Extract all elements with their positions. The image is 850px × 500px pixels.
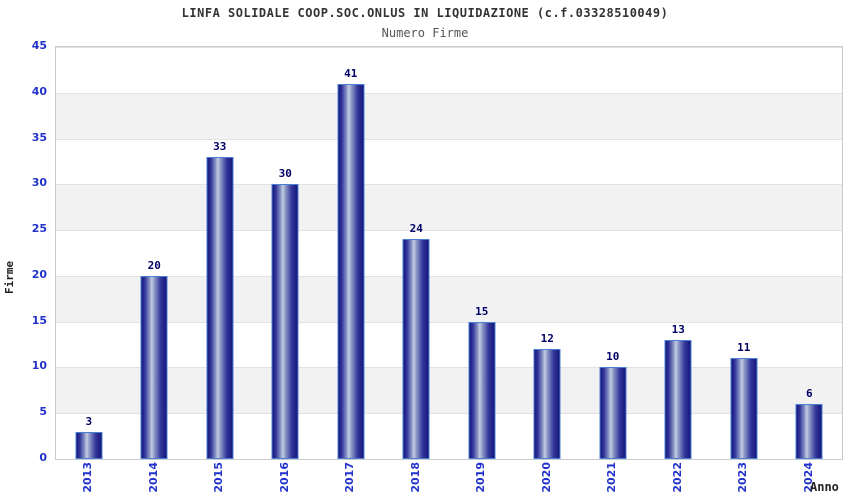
bar-slot-2015: 33 [187,47,253,459]
bar-slot-2020: 12 [515,47,581,459]
x-tick-2016: 2016 [277,462,291,493]
grid-band [56,367,842,414]
bar-value-label: 30 [278,167,292,181]
x-tick-cell: 2017 [317,462,383,493]
y-tick-40: 40 [31,84,47,98]
x-tick-cell: 2020 [514,462,580,493]
x-tick-2014: 2014 [146,462,160,493]
y-tick-45: 45 [31,39,47,52]
x-axis-ticks: 2013 2014 2015 2016 2017 2018 2019 2020 2021 2022… [55,462,841,493]
x-tick-2022: 2022 [670,462,684,493]
bar-2019 [468,321,496,459]
y-tick-30: 30 [31,176,47,190]
x-tick-cell: 2013 [55,462,121,493]
x-tick-2013: 2013 [81,462,95,493]
chart-title: LINFA SOLIDALE COOP.SOC.ONLUS IN LIQUIDA… [181,6,669,20]
bar-value-label: 6 [805,387,813,401]
bars-container: 3 20 33 30 41 24 15 12 10 13 11 6 [56,47,842,459]
bar-value-label: 3 [85,414,93,428]
x-tick-2020: 2020 [539,462,553,493]
bar-2015 [206,156,234,459]
grid-band [56,230,842,276]
x-tick-2018: 2018 [408,462,422,493]
plot-area: 3 20 33 30 41 24 15 12 10 13 11 6 [55,46,843,460]
x-tick-cell: 2021 [579,462,645,493]
grid-band [56,275,842,322]
y-tick-5: 5 [39,405,47,419]
y-tick-15: 15 [31,313,47,327]
bar-slot-2021: 10 [580,47,646,459]
y-tick-10: 10 [31,359,47,373]
bar-slot-2023: 11 [711,47,777,459]
grid-band [56,184,842,231]
x-tick-cell: 2018 [383,462,449,493]
x-tick-2019: 2019 [474,462,488,493]
bar-2021 [599,367,627,459]
x-tick-2017: 2017 [343,462,357,493]
grid-band [56,47,842,93]
bar-value-label: 15 [475,304,489,318]
bar-value-label: 12 [540,332,554,346]
bar-value-label: 11 [737,341,751,355]
bar-value-label: 33 [213,139,227,153]
x-tick-2015: 2015 [212,462,226,493]
grid-band [56,321,842,368]
x-tick-cell: 2016 [252,462,318,493]
bar-slot-2024: 6 [777,47,843,459]
x-tick-2021: 2021 [605,462,619,493]
bar-slot-2013: 3 [56,47,122,459]
bar-2023 [730,358,758,459]
bar-slot-2022: 13 [646,47,712,459]
y-tick-20: 20 [31,267,47,281]
chart-subtitle: Numero Firme [381,26,469,40]
x-tick-2023: 2023 [736,462,750,493]
x-axis-title: Anno [810,480,839,494]
grid-band [56,92,842,139]
x-tick-cell: 2023 [710,462,776,493]
x-tick-cell: 2015 [186,462,252,493]
bar-2016 [271,184,299,459]
y-tick-35: 35 [31,130,47,144]
bar-2024 [795,404,823,459]
bar-2020 [533,349,561,459]
bar-slot-2018: 24 [384,47,450,459]
y-tick-25: 25 [31,222,47,236]
bar-value-label: 20 [147,258,161,272]
bar-2017 [337,83,365,459]
bar-slot-2017: 41 [318,47,384,459]
bar-value-label: 41 [344,66,358,80]
bar-value-label: 10 [606,350,620,364]
grid-band [56,413,842,459]
bar-2022 [664,340,692,459]
bar-slot-2019: 15 [449,47,515,459]
bar-value-label: 13 [671,323,685,336]
bar-2014 [140,275,168,459]
bar-value-label: 24 [409,222,423,236]
x-tick-cell: 2019 [448,462,514,493]
x-tick-cell: 2014 [121,462,187,493]
bar-slot-2014: 20 [122,47,188,459]
grid-band [56,138,842,185]
bar-2013 [75,431,103,459]
x-tick-cell: 2022 [645,462,711,493]
y-tick-0: 0 [39,451,47,464]
bar-slot-2016: 30 [253,47,319,459]
y-axis-title: Firme [3,260,16,294]
bar-2018 [402,239,430,459]
